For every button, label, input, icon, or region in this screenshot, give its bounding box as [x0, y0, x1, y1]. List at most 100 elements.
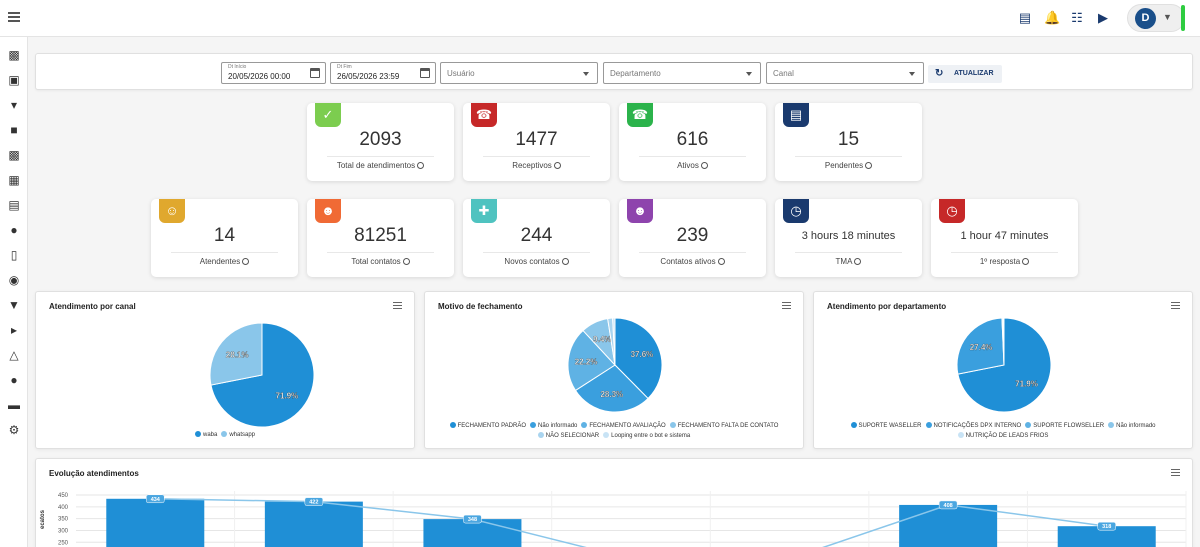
legend-dot — [1025, 422, 1032, 428]
pie-slice[interactable] — [956, 317, 1005, 375]
legend-item[interactable]: waba — [194, 430, 217, 440]
chart-menu-icon[interactable] — [1171, 302, 1180, 311]
stat-label: Ativos — [619, 161, 766, 170]
video-icon[interactable]: ▶ — [1098, 10, 1108, 25]
briefcase-icon[interactable]: ■ — [10, 123, 18, 137]
user-menu[interactable]: D ▼ — [1127, 4, 1185, 32]
pie-slice[interactable] — [612, 317, 616, 366]
legend-label: whatsapp — [229, 432, 256, 438]
bar-data-label: 422 — [309, 500, 318, 506]
legend-item[interactable]: FECHAMENTO PADRÃO — [449, 421, 526, 431]
legend-dot — [603, 432, 610, 438]
user-settings-icon[interactable]: ● — [10, 223, 18, 237]
monitor-icon[interactable]: ▣ — [8, 73, 20, 87]
channel-select[interactable]: Canal — [766, 62, 924, 84]
y-tick-label: 300 — [58, 528, 69, 534]
report-search-icon[interactable]: ▤ — [8, 198, 20, 212]
calendar-icon[interactable]: ☷ — [1071, 10, 1083, 25]
legend-item[interactable]: NOTIFICAÇÕES DPX INTERNO — [925, 421, 1021, 431]
legend-item[interactable]: FECHAMENTO AVALIAÇÃO — [581, 421, 666, 431]
legend-item[interactable]: Looping entre o bot e sistema — [603, 431, 690, 441]
chart-menu-icon[interactable] — [782, 302, 791, 311]
stat-card-ativos: ☎ 616 Ativos — [619, 103, 766, 181]
info-icon[interactable] — [1022, 258, 1030, 265]
pie-slice[interactable] — [209, 322, 263, 386]
pie-slice[interactable] — [614, 317, 663, 400]
user-select[interactable]: Usuário — [440, 62, 598, 84]
legend-item[interactable]: NUTRIÇÃO DE LEADS FRIOS — [957, 431, 1048, 441]
pie-slice[interactable] — [574, 364, 649, 413]
info-icon[interactable] — [865, 162, 873, 169]
bar[interactable] — [899, 504, 998, 547]
panel-title: Atendimento por departamento — [827, 302, 947, 311]
legend-item[interactable]: whatsapp — [221, 430, 255, 440]
end-date-field[interactable]: Dt Fim 26/05/2026 23:59 — [330, 62, 436, 84]
chart-panel-evolucao: Evolução atendimentos ecatos 450 400 350 30… — [35, 458, 1193, 547]
y-tick-label: 450 — [58, 493, 69, 499]
stat-value: 1477 — [515, 129, 558, 150]
chart-panel-departamento: Atendimento por departamento 71.9% 27.4% … — [813, 291, 1193, 449]
menu-icon[interactable] — [8, 12, 20, 22]
info-icon[interactable] — [417, 162, 425, 169]
chat-icon[interactable]: ▩ — [8, 48, 20, 62]
filter-icon[interactable]: ▼ — [8, 298, 20, 312]
info-icon[interactable] — [700, 162, 708, 169]
bar[interactable] — [264, 501, 363, 547]
end-date-value[interactable]: 26/05/2026 23:59 — [337, 72, 400, 81]
megaphone-icon[interactable]: ▸ — [10, 323, 18, 337]
calendar-icon[interactable] — [310, 68, 320, 78]
chevron-down-icon[interactable] — [746, 72, 752, 76]
chevron-down-icon[interactable] — [909, 72, 915, 76]
pie-data-label: 71.9% — [276, 391, 299, 400]
legend-dot — [194, 431, 201, 437]
phone-icon[interactable]: ▯ — [10, 248, 18, 262]
bar-data-label: 348 — [468, 517, 477, 523]
filter-add-icon[interactable]: ▾ — [10, 98, 18, 112]
start-date-value[interactable]: 20/05/2026 00:00 — [228, 72, 291, 81]
pie-slice[interactable] — [567, 329, 616, 392]
pie-chart-departamento: 71.9% 27.4% — [956, 317, 1052, 413]
chevron-down-icon[interactable] — [583, 72, 589, 76]
department-select[interactable]: Departamento — [603, 62, 761, 84]
stat-card-tma: ◷ 3 hours 18 minutes TMA — [775, 199, 922, 277]
grid-icon[interactable]: ▦ — [8, 173, 20, 187]
chart-menu-icon[interactable] — [393, 302, 402, 311]
chart-panel-motivo: Motivo de fechamento 37.6% 28.3% 22.2% 9.4%… — [424, 291, 804, 449]
bar[interactable] — [106, 498, 205, 547]
bar[interactable] — [1057, 526, 1156, 547]
legend-item[interactable]: SUPORTE WASELLER — [850, 421, 922, 431]
start-date-field[interactable]: Dt Início 20/05/2026 00:00 — [221, 62, 326, 84]
legend-item[interactable]: SUPORTE FLOWSELLER — [1025, 421, 1104, 431]
robot-icon[interactable]: ◉ — [8, 273, 20, 287]
legend-item[interactable]: Não informado — [530, 421, 577, 431]
chevron-down-icon[interactable]: ▼ — [1163, 12, 1172, 22]
info-icon[interactable] — [854, 258, 862, 265]
chart-panel-canal: Atendimento por canal 71.9% 28.1% waba wha… — [35, 291, 415, 449]
pie-data-label: 27.4% — [970, 343, 993, 352]
chart-menu-icon[interactable] — [1171, 469, 1180, 478]
legend-item[interactable]: FECHAMENTO FALTA DE CONTATO — [669, 421, 778, 431]
legend-item[interactable]: NÃO SELECIONAR — [537, 431, 599, 441]
bar[interactable] — [423, 519, 522, 547]
avatar[interactable]: D — [1135, 8, 1156, 29]
info-icon[interactable] — [553, 162, 561, 169]
info-icon[interactable] — [242, 258, 250, 265]
calendar-icon[interactable] — [420, 68, 430, 78]
bar-label-bg — [938, 500, 958, 510]
bell-icon[interactable]: 🔔 — [1044, 10, 1061, 25]
info-icon[interactable] — [717, 258, 725, 265]
gear-icon[interactable]: ⚙ — [8, 423, 20, 437]
legend-item[interactable]: Não informado — [1108, 421, 1156, 431]
outgoing-call-icon: ☎ — [627, 103, 653, 127]
id-card-icon[interactable]: ▩ — [8, 148, 20, 162]
info-icon[interactable] — [402, 258, 410, 265]
refresh-button[interactable]: ↻ ATUALIZAR — [928, 65, 1002, 83]
info-icon[interactable] — [561, 258, 569, 265]
chat-icon[interactable]: ▤ — [1018, 10, 1032, 25]
new-contacts-icon: ✚ — [471, 199, 497, 223]
network-icon[interactable]: △ — [9, 348, 19, 362]
user-search-icon[interactable]: ● — [10, 373, 18, 387]
y-tick-label: 250 — [58, 540, 69, 546]
server-icon[interactable]: ▬ — [8, 398, 20, 412]
stat-card-receptivos: ☎ 1477 Receptivos — [463, 103, 610, 181]
